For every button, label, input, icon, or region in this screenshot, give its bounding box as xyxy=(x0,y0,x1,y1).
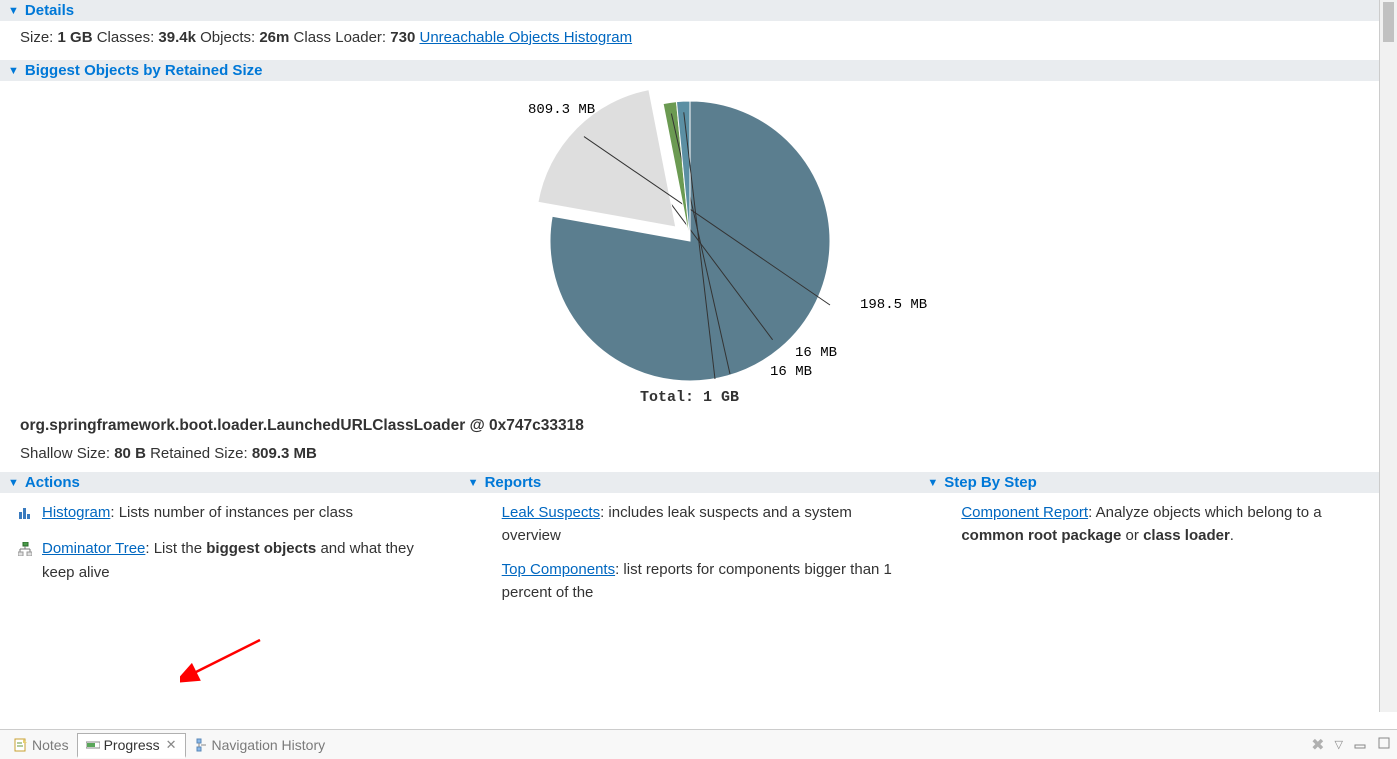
minimize-icon[interactable] xyxy=(1353,736,1367,753)
notes-icon xyxy=(14,738,28,752)
comp-pre: : Analyze objects which belong to a xyxy=(1088,504,1321,521)
tab-label: Progress xyxy=(104,737,160,753)
svg-text:809.3 MB: 809.3 MB xyxy=(528,102,595,118)
collapse-icon: ▼ xyxy=(8,5,19,17)
section-header-biggest[interactable]: ▼ Biggest Objects by Retained Size xyxy=(0,60,1379,81)
svg-text:16 MB: 16 MB xyxy=(795,345,837,361)
pie-chart-container: 809.3 MB 198.5 MB 16 MB 16 MB Total: 1 GB xyxy=(0,81,1379,411)
svg-text:198.5 MB: 198.5 MB xyxy=(860,297,927,313)
leak-suspects-link[interactable]: Leak Suspects xyxy=(502,504,600,521)
maximize-icon[interactable] xyxy=(1377,736,1391,753)
section-header-details[interactable]: ▼ Details xyxy=(0,0,1379,21)
tab-notes[interactable]: Notes xyxy=(6,734,77,756)
classloader-value: 730 xyxy=(390,29,415,46)
dominator-text-pre: : List the xyxy=(145,540,206,557)
section-header-stepbystep[interactable]: ▼ Step By Step xyxy=(919,472,1379,493)
collapse-icon: ▼ xyxy=(468,477,479,489)
nav-history-icon xyxy=(194,738,208,752)
close-icon[interactable]: ✕ xyxy=(166,737,177,753)
section-title: Step By Step xyxy=(944,474,1037,491)
classes-value: 39.4k xyxy=(158,29,196,46)
selected-object-title: org.springframework.boot.loader.Launched… xyxy=(0,411,1379,441)
tab-label: Navigation History xyxy=(212,737,326,753)
collapse-icon: ▼ xyxy=(8,65,19,77)
dominator-tree-link[interactable]: Dominator Tree xyxy=(42,540,145,557)
objects-value: 26m xyxy=(259,29,289,46)
vertical-scrollbar[interactable] xyxy=(1380,0,1397,712)
section-title: Actions xyxy=(25,474,80,491)
classloader-label: Class Loader: xyxy=(294,29,387,46)
section-title: Details xyxy=(25,2,74,19)
annotation-arrow xyxy=(180,636,270,684)
section-header-reports[interactable]: ▼ Reports xyxy=(460,472,920,493)
tab-progress[interactable]: Progress ✕ xyxy=(77,733,186,758)
size-label: Size: xyxy=(20,29,53,46)
tab-label: Notes xyxy=(32,737,69,753)
svg-text:16 MB: 16 MB xyxy=(770,364,812,380)
shallow-value: 80 B xyxy=(114,445,146,462)
details-body: Size: 1 GB Classes: 39.4k Objects: 26m C… xyxy=(0,21,1379,60)
selected-object-sizes: Shallow Size: 80 B Retained Size: 809.3 … xyxy=(0,441,1379,472)
remove-all-icon[interactable]: ✖ xyxy=(1311,735,1324,755)
shallow-label: Shallow Size: xyxy=(20,445,110,462)
retained-value: 809.3 MB xyxy=(252,445,317,462)
retained-label: Retained Size: xyxy=(150,445,248,462)
section-header-actions[interactable]: ▼ Actions xyxy=(0,472,460,493)
histogram-link[interactable]: Histogram xyxy=(42,504,110,521)
objects-label: Objects: xyxy=(200,29,255,46)
section-title: Biggest Objects by Retained Size xyxy=(25,62,263,79)
dominator-bold: biggest objects xyxy=(206,540,316,557)
pie-total-label: Total: 1 GB xyxy=(640,389,739,406)
size-value: 1 GB xyxy=(58,29,93,46)
collapse-icon: ▼ xyxy=(8,477,19,489)
comp-post: . xyxy=(1230,527,1234,544)
collapse-icon: ▼ xyxy=(927,477,938,489)
comp-mid: or xyxy=(1121,527,1143,544)
classes-label: Classes: xyxy=(97,29,155,46)
comp-bold2: class loader xyxy=(1143,527,1230,544)
tab-navigation-history[interactable]: Navigation History xyxy=(186,734,334,756)
component-report-link[interactable]: Component Report xyxy=(961,504,1088,521)
view-menu-icon[interactable]: ▽ xyxy=(1335,738,1343,751)
comp-bold1: common root package xyxy=(961,527,1121,544)
progress-icon xyxy=(86,738,100,752)
histogram-icon xyxy=(18,504,36,527)
section-title: Reports xyxy=(485,474,542,491)
pie-chart[interactable]: 809.3 MB 198.5 MB 16 MB 16 MB xyxy=(430,81,990,401)
dominator-tree-icon xyxy=(18,540,36,563)
bottom-tabs: Notes Progress ✕ Navigation History ✖ ▽ xyxy=(0,729,1397,759)
unreachable-link[interactable]: Unreachable Objects Histogram xyxy=(419,29,632,46)
histogram-text: : Lists number of instances per class xyxy=(110,504,353,521)
top-components-link[interactable]: Top Components xyxy=(502,561,615,578)
